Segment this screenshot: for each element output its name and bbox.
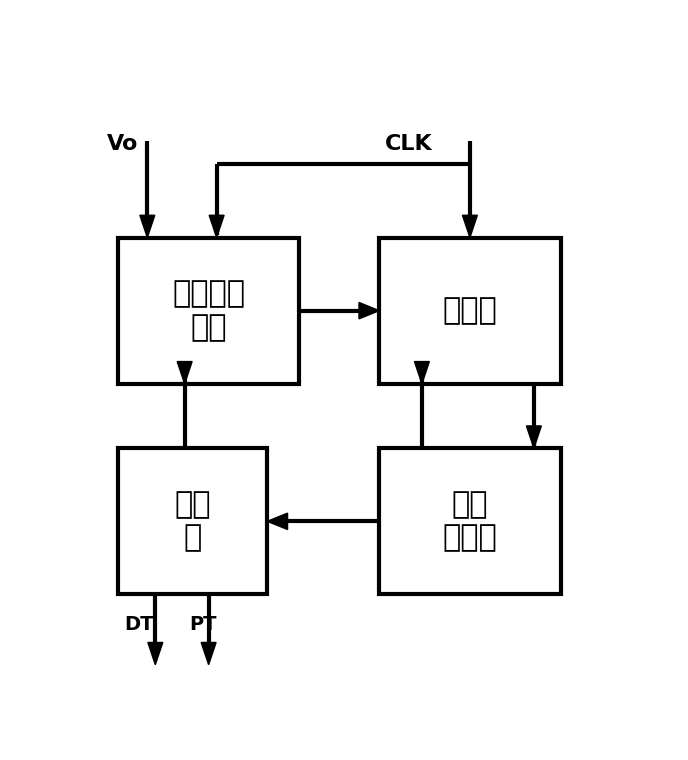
Polygon shape <box>201 642 216 665</box>
Text: 计数器: 计数器 <box>442 296 497 325</box>
Text: 延迟检测
模块: 延迟检测 模块 <box>172 280 245 342</box>
Polygon shape <box>359 302 379 319</box>
Bar <box>379 238 561 384</box>
Bar <box>118 448 267 594</box>
Text: PT: PT <box>190 615 217 634</box>
Polygon shape <box>178 362 192 384</box>
Text: 可逆
计数器: 可逆 计数器 <box>442 490 497 553</box>
Text: DT: DT <box>125 615 154 634</box>
Polygon shape <box>148 642 163 665</box>
Text: Vo: Vo <box>107 134 139 154</box>
Text: CLK: CLK <box>385 134 432 154</box>
Polygon shape <box>414 362 429 384</box>
Polygon shape <box>209 215 224 237</box>
Polygon shape <box>462 215 477 237</box>
Polygon shape <box>526 426 541 448</box>
Bar <box>379 448 561 594</box>
Bar <box>118 238 299 384</box>
Polygon shape <box>267 513 288 530</box>
Polygon shape <box>140 215 155 237</box>
Text: 存储
器: 存储 器 <box>174 490 211 553</box>
